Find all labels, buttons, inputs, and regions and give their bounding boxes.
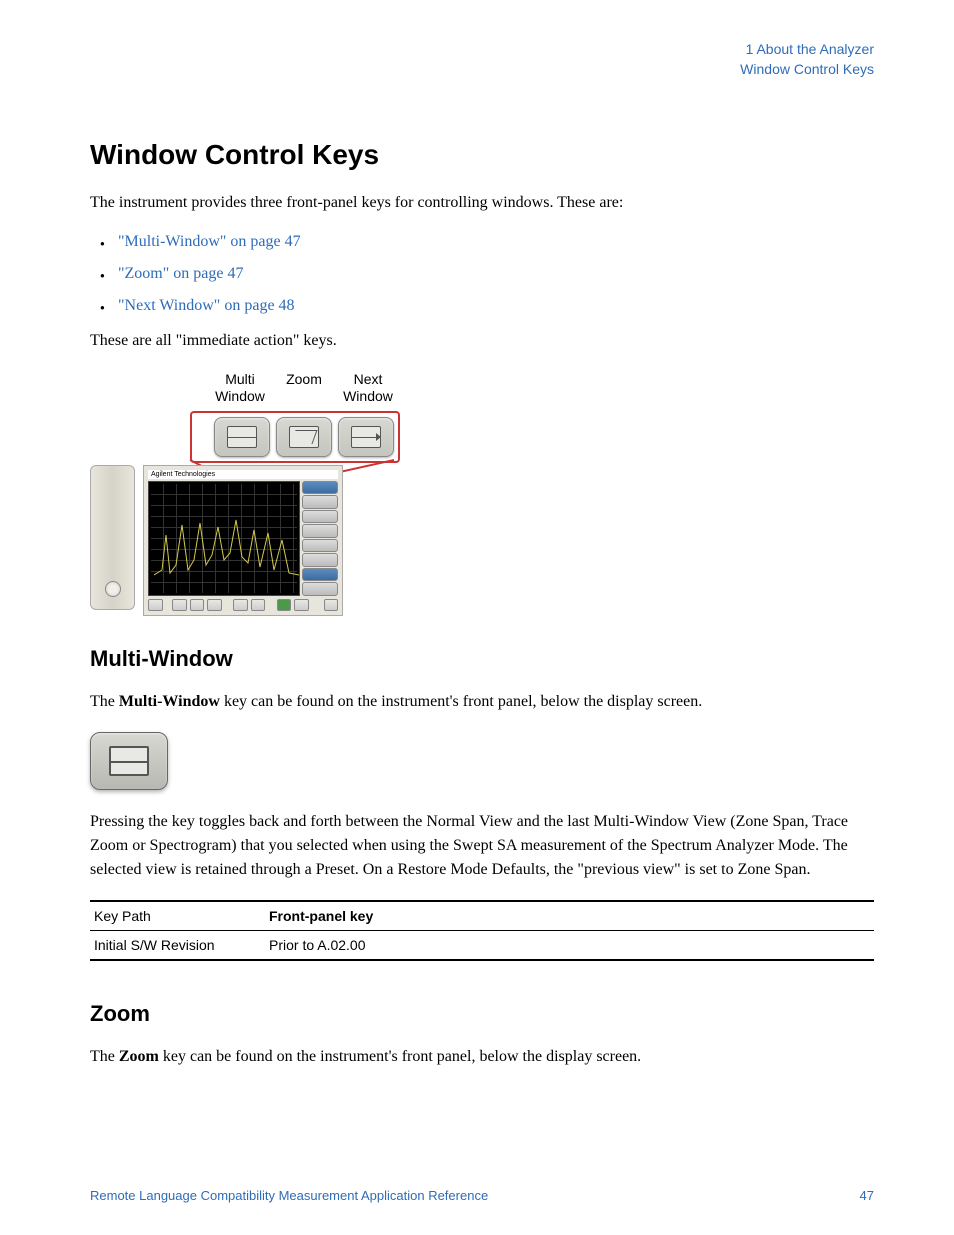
table-cell-label: Initial S/W Revision [90, 930, 265, 960]
softkey-column [300, 481, 338, 596]
instrument-screenshot: Agilent Technologies [90, 465, 400, 616]
footer-doc-title: Remote Language Compatibility Measuremen… [90, 1188, 488, 1203]
small-key [233, 599, 248, 611]
softkey [302, 582, 338, 596]
softkey [302, 539, 338, 553]
multi-window-description: Pressing the key toggles back and forth … [90, 810, 874, 882]
multi-window-key-icon [214, 417, 270, 457]
bottom-key-row [148, 599, 338, 611]
immediate-note: These are all "immediate action" keys. [90, 329, 874, 353]
softkey [302, 553, 338, 567]
softkey [302, 524, 338, 538]
zoom-intro: The Zoom key can be found on the instrum… [90, 1045, 874, 1069]
link-zoom[interactable]: "Zoom" on page 47 [118, 265, 243, 282]
table-cell-value: Prior to A.02.00 [265, 930, 874, 960]
list-item: "Multi-Window" on page 47 [118, 233, 874, 251]
table-row: Initial S/W Revision Prior to A.02.00 [90, 930, 874, 960]
list-item: "Next Window" on page 48 [118, 297, 874, 315]
small-key [207, 599, 222, 611]
small-key [324, 599, 339, 611]
multi-window-glyph-large [109, 746, 149, 776]
next-window-key-icon [338, 417, 394, 457]
table-cell-value: Front-panel key [265, 901, 874, 931]
small-key [148, 599, 163, 611]
list-item: "Zoom" on page 47 [118, 265, 874, 283]
small-key [172, 599, 187, 611]
multi-window-table: Key Path Front-panel key Initial S/W Rev… [90, 900, 874, 961]
multi-window-key-image [90, 732, 168, 790]
label-zoom: Zoom [272, 371, 336, 405]
table-cell-label: Key Path [90, 901, 265, 931]
key-diagram: Multi Window Zoom Next Window Agilent Te… [90, 371, 400, 616]
spectrum-display [148, 481, 300, 596]
zoom-key-icon [276, 417, 332, 457]
instrument-screen: Agilent Technologies [143, 465, 343, 616]
zoom-glyph [289, 426, 319, 448]
softkey [302, 495, 338, 509]
waveform-icon [154, 515, 300, 585]
heading-zoom: Zoom [90, 1001, 874, 1027]
main-heading: Window Control Keys [90, 139, 874, 171]
page-header: 1 About the Analyzer Window Control Keys [90, 40, 874, 79]
key-labels-row: Multi Window Zoom Next Window [90, 371, 400, 405]
multi-window-glyph [227, 426, 257, 448]
key-callout-box [190, 411, 400, 463]
label-next-window: Next Window [336, 371, 400, 405]
link-multi-window[interactable]: "Multi-Window" on page 47 [118, 233, 301, 250]
next-window-glyph [351, 426, 381, 448]
instrument-bezel-left [90, 465, 135, 610]
multi-window-intro: The Multi-Window key can be found on the… [90, 690, 874, 714]
small-key [277, 599, 292, 611]
page-footer: Remote Language Compatibility Measuremen… [90, 1188, 874, 1203]
header-line-2: Window Control Keys [90, 60, 874, 80]
small-key [294, 599, 309, 611]
small-key [190, 599, 205, 611]
screen-title-bar: Agilent Technologies [148, 470, 338, 479]
header-line-1: 1 About the Analyzer [90, 40, 874, 60]
table-row: Key Path Front-panel key [90, 901, 874, 931]
screen-content [148, 481, 338, 596]
label-multi-window: Multi Window [208, 371, 272, 405]
heading-multi-window: Multi-Window [90, 646, 874, 672]
link-list: "Multi-Window" on page 47 "Zoom" on page… [90, 233, 874, 315]
softkey [302, 481, 338, 495]
link-next-window[interactable]: "Next Window" on page 48 [118, 297, 295, 314]
footer-page-number: 47 [860, 1188, 874, 1203]
intro-text: The instrument provides three front-pane… [90, 191, 874, 215]
softkey [302, 568, 338, 582]
small-key [251, 599, 266, 611]
softkey [302, 510, 338, 524]
